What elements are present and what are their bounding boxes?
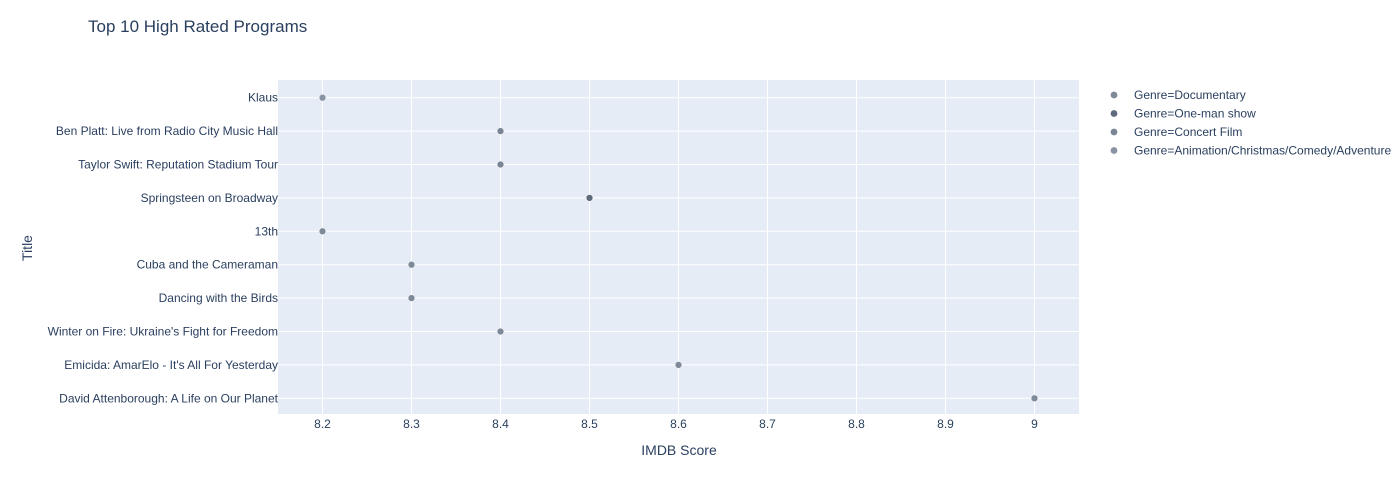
x-tick-label: 8.9 — [937, 417, 954, 431]
y-tick-label: Winter on Fire: Ukraine's Fight for Free… — [48, 325, 278, 339]
grid — [278, 80, 1079, 414]
y-tick-label: Cuba and the Cameraman — [137, 258, 278, 272]
data-point[interactable] — [496, 327, 505, 336]
data-point[interactable] — [407, 261, 416, 269]
y-tick-label: David Attenborough: A Life on Our Planet — [59, 391, 278, 405]
x-tick-label: 8.3 — [403, 417, 420, 431]
x-tick-label: 9 — [1031, 417, 1038, 431]
y-axis-title: Title — [19, 235, 35, 261]
y-tick-label: Taylor Swift: Reputation Stadium Tour — [78, 158, 278, 172]
legend-marker — [1110, 147, 1118, 154]
legend-item[interactable]: Genre=One-man show — [1110, 107, 1256, 121]
y-tick-label: Dancing with the Birds — [159, 291, 278, 305]
legend[interactable]: Genre=Documentary Genre=One-man show Genre… — [1110, 88, 1392, 158]
legend-item[interactable]: Genre=Documentary — [1110, 88, 1246, 102]
data-point[interactable] — [496, 127, 505, 135]
y-tick-label: Klaus — [248, 91, 278, 105]
legend-item[interactable]: Genre=Concert Film — [1110, 125, 1243, 139]
x-axis-title: IMDB Score — [641, 442, 717, 458]
legend-marker — [1110, 128, 1118, 136]
data-point[interactable] — [407, 294, 416, 302]
y-tick-label: Ben Platt: Live from Radio City Music Ha… — [56, 124, 278, 138]
x-tick-label: 8.5 — [581, 417, 598, 431]
x-tick-label: 8.7 — [759, 417, 776, 431]
data-point[interactable] — [674, 361, 683, 369]
x-tick-label: 8.2 — [314, 417, 331, 431]
legend-marker — [1110, 110, 1118, 117]
legend-label: Genre=Documentary — [1134, 88, 1246, 102]
legend-item[interactable]: Genre=Animation/Christmas/Comedy/Adventu… — [1110, 144, 1392, 158]
data-point[interactable] — [585, 194, 594, 202]
x-tick-label: 8.4 — [492, 417, 509, 431]
data-point[interactable] — [318, 227, 327, 235]
x-tick-label: 8.8 — [848, 417, 865, 431]
data-point[interactable] — [1030, 394, 1039, 402]
y-axis-ticks: Klaus Ben Platt: Live from Radio City Mus… — [48, 91, 279, 406]
y-tick-label: Emicida: AmarElo - It's All For Yesterda… — [64, 358, 278, 372]
y-tick-label: 13th — [255, 224, 278, 238]
legend-label: Genre=One-man show — [1134, 107, 1256, 121]
y-tick-label: Springsteen on Broadway — [141, 191, 278, 205]
data-points — [318, 94, 1039, 402]
legend-marker — [1110, 91, 1118, 99]
x-axis-ticks: 8.2 8.3 8.4 8.5 8.6 8.7 8.8 8.9 9 — [314, 417, 1038, 431]
data-point[interactable] — [318, 94, 327, 102]
legend-label: Genre=Concert Film — [1134, 125, 1242, 139]
data-point[interactable] — [496, 160, 505, 169]
x-tick-label: 8.6 — [670, 417, 687, 431]
legend-label: Genre=Animation/Christmas/Comedy/Adventu… — [1134, 144, 1391, 158]
chart-title: Top 10 High Rated Programs — [88, 17, 307, 36]
